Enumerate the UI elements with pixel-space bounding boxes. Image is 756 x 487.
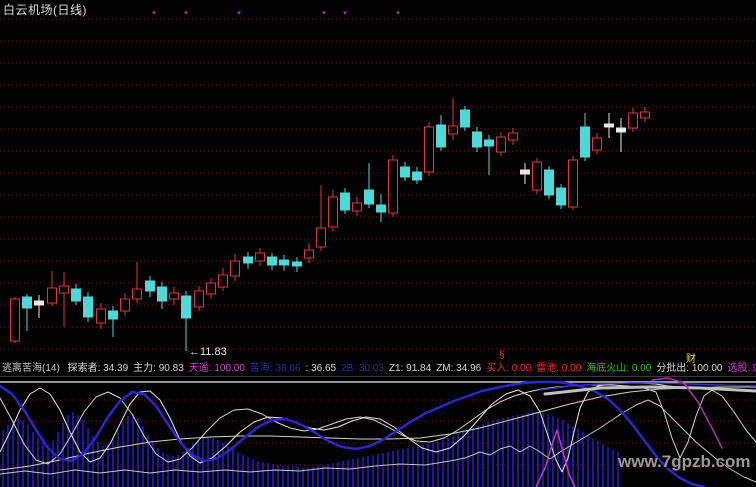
indicator-field: 买入: 0.00: [486, 363, 532, 374]
white-mid-line: [0, 384, 756, 465]
blue-main-line: [0, 380, 706, 487]
indicator-field: : 36.65: [305, 363, 337, 374]
signal-marker-icon: *: [78, 9, 83, 21]
signal-marker-icon: *: [322, 9, 327, 21]
indicator-field: 主力: 90.83: [133, 363, 184, 374]
indicator-name: 逃离苦海(14): [2, 363, 60, 374]
indicator-field: 分批出: 100.00: [656, 363, 723, 374]
indicator-field: 探索者: 34.39: [67, 363, 129, 374]
indicator-field: Z1: 91.84: [388, 363, 432, 374]
magenta-top-line: [651, 377, 723, 449]
blue-high-line: [539, 382, 756, 391]
signal-marker-icon: *: [184, 9, 189, 21]
magenta-spike-line: [535, 429, 576, 487]
panel-divider: [0, 376, 756, 377]
indicator-field: 天遥: 100.00: [188, 363, 245, 374]
chart-title: 白云机场(日线): [3, 3, 87, 17]
indicator-value-row: 逃离苦海(14) 探索者: 34.39 主力: 90.83 天遥: 100.00 苦海…: [2, 362, 756, 375]
indicator-field: ZM: 34.96: [436, 363, 482, 374]
finance-mark: 财: [686, 354, 696, 365]
indicator-field: 2B: 30.03: [341, 363, 384, 374]
indicator-field: 海底火山: 0.00: [586, 363, 652, 374]
indicator-field: 雷池: 0.00: [536, 363, 582, 374]
cream-slow-line: [0, 386, 756, 471]
white-ripple-line: [0, 399, 756, 483]
gray-thick-line: [543, 385, 756, 396]
indicator-field: 苦海: 36.66: [249, 363, 301, 374]
low-price-label: ←11.83: [189, 346, 227, 358]
watermark-text: www.7gpzb.com: [618, 452, 751, 471]
red-section-mark: §: [499, 350, 505, 361]
signal-marker-icon: *: [343, 9, 348, 21]
signal-marker-icon: *: [152, 9, 157, 21]
indicator-field: 选股: 0.00: [727, 363, 756, 374]
signal-marker-icon: *: [396, 9, 401, 21]
signal-marker-icon: *: [237, 9, 242, 21]
